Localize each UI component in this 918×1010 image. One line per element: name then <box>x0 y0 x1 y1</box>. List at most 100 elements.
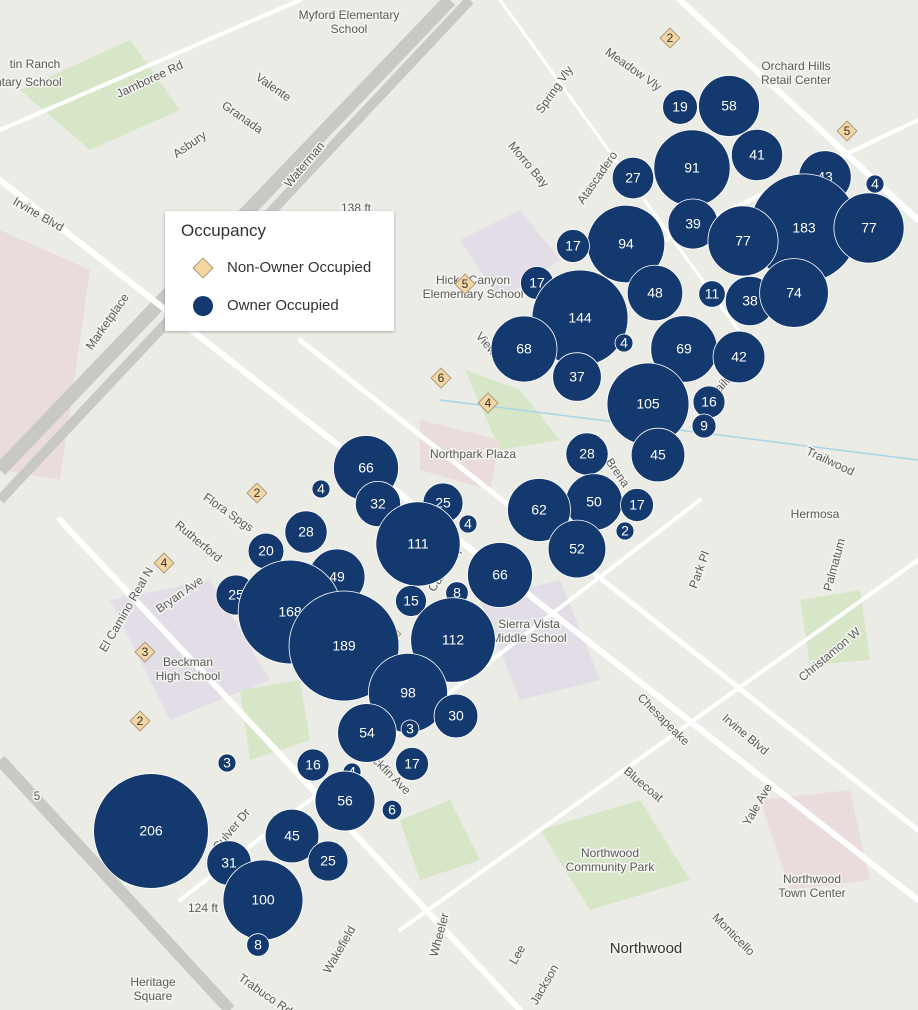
diamond-label: 5 <box>462 277 469 291</box>
bubble-label: 17 <box>404 756 420 772</box>
bubble <box>314 770 376 832</box>
place-label: Heritage <box>130 975 176 989</box>
bubble-label: 112 <box>442 632 465 648</box>
place-label: Northpark Plaza <box>430 447 516 461</box>
place-label: Orchard Hills <box>761 59 830 73</box>
bubble <box>611 156 655 200</box>
bubble-label: 74 <box>786 285 802 301</box>
bubble <box>284 510 328 554</box>
bubble <box>507 478 571 542</box>
bubble-label: 62 <box>531 502 547 518</box>
bubble-label: 48 <box>647 285 663 301</box>
bubble-label: 45 <box>284 828 300 844</box>
diamond <box>129 710 151 732</box>
bubble <box>712 330 766 384</box>
bubble-label: 9 <box>700 418 708 434</box>
bubble-label: 183 <box>792 220 816 236</box>
bubble-label: 168 <box>278 604 302 620</box>
place-label: Elementary School <box>423 287 524 301</box>
bubble <box>662 89 698 125</box>
bubble <box>833 192 905 264</box>
legend-title: Occupancy <box>181 221 267 240</box>
place-label: High School <box>156 669 221 683</box>
legend: Occupancy Non-Owner Occupied Owner Occup… <box>165 211 394 331</box>
bubble-label: 16 <box>305 757 321 773</box>
bubble-label: 31 <box>221 855 237 871</box>
bubble <box>865 174 885 194</box>
bubble <box>311 479 331 499</box>
place-label: Northwood <box>610 940 683 957</box>
bubble-label: 16 <box>701 394 717 410</box>
bubble-label: 49 <box>329 569 345 585</box>
place-label: School <box>331 22 368 36</box>
diamond <box>246 482 268 504</box>
place-label: Middle School <box>491 631 566 645</box>
place-label: Hermosa <box>791 507 840 521</box>
bubble-label: 25 <box>435 495 451 511</box>
bubble <box>337 703 397 763</box>
bubble <box>395 585 427 617</box>
bubble-label: 8 <box>453 585 461 601</box>
place-label: Beckman <box>163 655 213 669</box>
bubble <box>490 315 558 383</box>
bubble-label: 42 <box>731 349 747 365</box>
bubble-label: 28 <box>579 446 595 462</box>
bubble-label: 4 <box>317 481 325 497</box>
place-label: Myford Elementary <box>299 8 400 22</box>
bubble <box>458 514 478 534</box>
bubble-label: 56 <box>337 793 353 809</box>
bubble <box>556 229 590 263</box>
place-label: Town Center <box>778 886 845 900</box>
bubble <box>691 413 717 439</box>
bubble-label: 206 <box>139 823 163 839</box>
legend-label: Non-Owner Occupied <box>227 259 372 276</box>
diamond-label: 4 <box>161 556 168 570</box>
place-label: Square <box>134 989 173 1003</box>
bubble-label: 20 <box>258 543 274 559</box>
bubble <box>698 280 726 308</box>
diamond <box>430 367 452 389</box>
diamond-label: 2 <box>254 486 261 500</box>
place-label: 124 ft <box>188 901 219 915</box>
bubble <box>614 333 634 353</box>
bubble-label: 66 <box>492 567 508 583</box>
bubble <box>467 542 533 608</box>
bubble <box>698 75 760 137</box>
bubble-label: 4 <box>620 335 628 351</box>
place-label: entary School <box>0 75 62 89</box>
bubble-label: 6 <box>388 802 396 818</box>
diamond <box>153 552 175 574</box>
place-label: Retail Center <box>761 73 831 87</box>
diamond-label: 2 <box>667 31 674 45</box>
legend-diamond <box>192 257 214 279</box>
bubble-label: 19 <box>672 99 688 115</box>
place-label: Northwood <box>581 846 639 860</box>
bubble-label: 45 <box>650 447 666 463</box>
bubble-label: 91 <box>684 160 700 176</box>
legend-label: Owner Occupied <box>227 297 339 314</box>
bubble-label: 41 <box>749 147 765 163</box>
diamond-label: 3 <box>142 645 149 659</box>
bubble <box>395 747 429 781</box>
bubble <box>307 840 349 882</box>
bubble-label: 15 <box>403 593 419 609</box>
bubble-label: 11 <box>705 286 720 302</box>
bubble-label: 77 <box>861 220 877 236</box>
bubble-label: 17 <box>529 275 545 291</box>
bubble-label: 27 <box>625 170 641 186</box>
bubble <box>552 352 602 402</box>
bubble <box>730 128 784 182</box>
bubble <box>288 590 400 702</box>
bubble-label: 17 <box>629 497 645 513</box>
bubble <box>707 205 779 277</box>
bubble <box>93 773 209 889</box>
diamond-label: 4 <box>485 396 492 410</box>
bubble <box>264 808 320 864</box>
bubble-label: 37 <box>569 369 585 385</box>
bubble-label: 100 <box>251 892 275 908</box>
bubble-label: 30 <box>448 708 464 724</box>
place-label: 5 <box>34 789 41 803</box>
bubble-label: 2 <box>621 523 629 539</box>
place-label: Northwood <box>783 872 841 886</box>
